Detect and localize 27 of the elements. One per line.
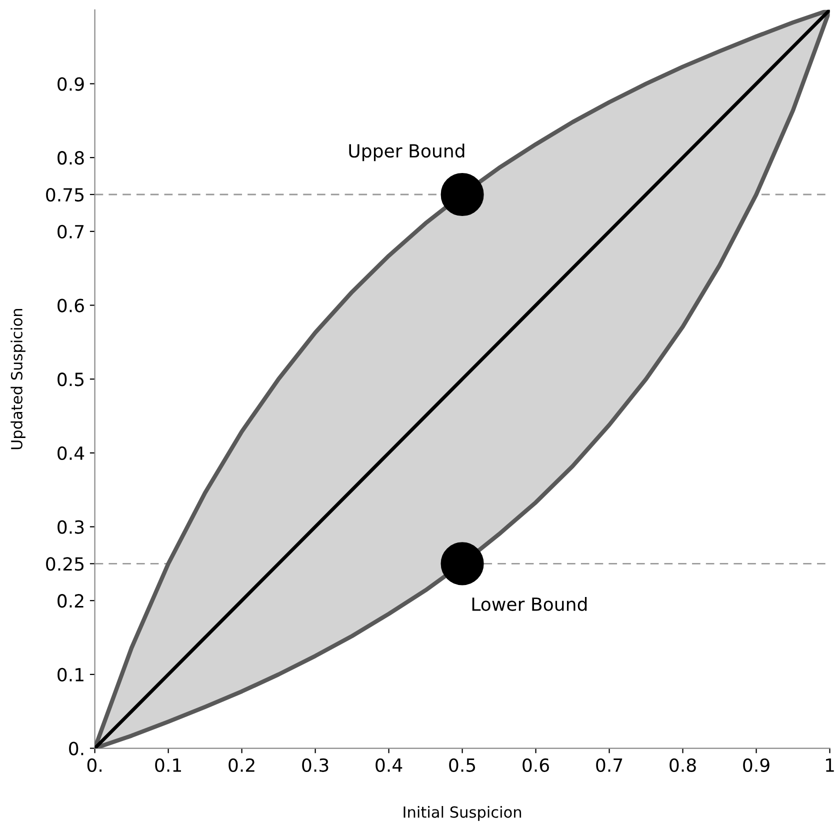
y-tick-label: 0.9 [58, 77, 84, 91]
x-tick-label: 0. [87, 758, 102, 772]
x-tick-label: 0.8 [670, 758, 696, 772]
y-tick-label: 0.75 [46, 188, 84, 202]
annotation: Lower Bound [472, 597, 587, 611]
y-tick-label: 0.4 [58, 446, 84, 460]
y-tick-label: 0.1 [58, 668, 84, 682]
y-tick-label: 0.6 [58, 298, 84, 312]
x-tick-label: 1 [826, 758, 834, 772]
y-tick-label: 0.7 [58, 224, 84, 239]
x-tick-label: 0.2 [228, 758, 254, 772]
y-tick-label: 0.5 [58, 372, 84, 386]
y-axis-title: Updated Suspicion [10, 308, 26, 450]
x-tick-label: 0.6 [522, 758, 550, 772]
y-tick-label: 0.3 [58, 520, 84, 534]
x-tick-label: 0.1 [155, 758, 181, 772]
x-tick-label: 0.5 [449, 758, 476, 772]
x-tick-label: 0.7 [596, 758, 622, 772]
y-tick-label: 0.8 [58, 151, 84, 165]
x-tick-label: 0.3 [302, 758, 328, 772]
x-tick-label: 0.4 [376, 758, 402, 772]
y-tick-label: 0. [69, 742, 84, 756]
annotation: Upper Bound [349, 144, 464, 162]
y-tick-label: 0.2 [58, 594, 84, 608]
x-axis-title: Initial Suspicion [404, 806, 522, 821]
x-tick-label: 0.9 [743, 758, 770, 772]
y-tick-label: 0.25 [46, 557, 84, 571]
